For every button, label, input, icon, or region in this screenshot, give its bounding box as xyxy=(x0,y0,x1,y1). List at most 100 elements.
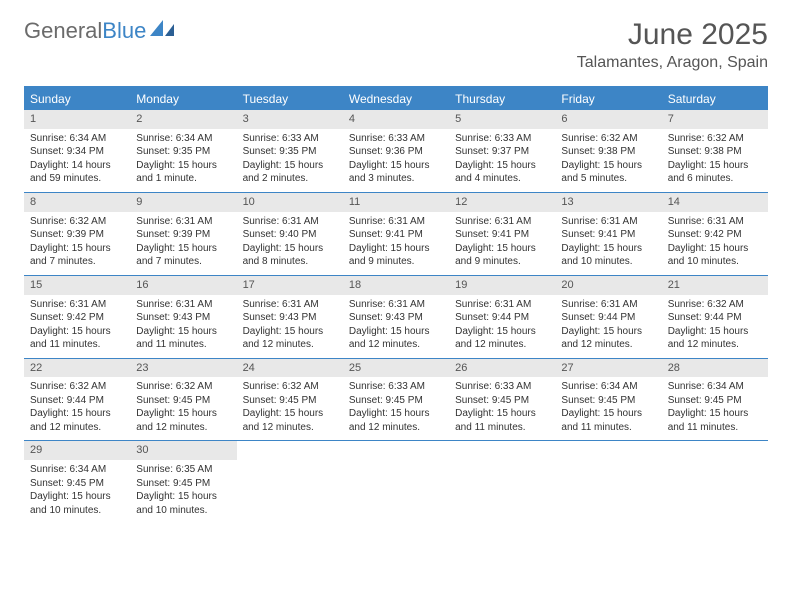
sunrise-text: Sunrise: 6:33 AM xyxy=(455,132,549,146)
day-cell: 8Sunrise: 6:32 AMSunset: 9:39 PMDaylight… xyxy=(24,193,130,275)
sunset-text: Sunset: 9:41 PM xyxy=(561,228,655,242)
day-number: 15 xyxy=(24,276,130,295)
day-cell xyxy=(662,441,768,523)
daylight-text: Daylight: 15 hours and 7 minutes. xyxy=(30,242,124,269)
day-number: 29 xyxy=(24,441,130,460)
sunrise-text: Sunrise: 6:31 AM xyxy=(136,215,230,229)
day-number: 22 xyxy=(24,359,130,378)
day-body: Sunrise: 6:31 AMSunset: 9:42 PMDaylight:… xyxy=(24,295,130,358)
daylight-text: Daylight: 15 hours and 2 minutes. xyxy=(243,159,337,186)
week-row: 29Sunrise: 6:34 AMSunset: 9:45 PMDayligh… xyxy=(24,441,768,523)
sunrise-text: Sunrise: 6:31 AM xyxy=(30,298,124,312)
day-number: 4 xyxy=(343,110,449,129)
sunset-text: Sunset: 9:35 PM xyxy=(136,145,230,159)
sunrise-text: Sunrise: 6:34 AM xyxy=(136,132,230,146)
day-number: 13 xyxy=(555,193,661,212)
sunset-text: Sunset: 9:45 PM xyxy=(136,394,230,408)
logo-text-2: Blue xyxy=(102,18,146,44)
day-header-sunday: Sunday xyxy=(24,88,130,110)
day-cell: 18Sunrise: 6:31 AMSunset: 9:43 PMDayligh… xyxy=(343,276,449,358)
day-body: Sunrise: 6:33 AMSunset: 9:35 PMDaylight:… xyxy=(237,129,343,192)
day-body: Sunrise: 6:34 AMSunset: 9:35 PMDaylight:… xyxy=(130,129,236,192)
day-body: Sunrise: 6:32 AMSunset: 9:38 PMDaylight:… xyxy=(662,129,768,192)
sunset-text: Sunset: 9:44 PM xyxy=(668,311,762,325)
calendar: Sunday Monday Tuesday Wednesday Thursday… xyxy=(24,86,768,523)
sunset-text: Sunset: 9:45 PM xyxy=(243,394,337,408)
daylight-text: Daylight: 15 hours and 11 minutes. xyxy=(668,407,762,434)
day-body: Sunrise: 6:32 AMSunset: 9:45 PMDaylight:… xyxy=(130,377,236,440)
day-body: Sunrise: 6:33 AMSunset: 9:37 PMDaylight:… xyxy=(449,129,555,192)
title-block: June 2025 Talamantes, Aragon, Spain xyxy=(577,18,768,72)
month-title: June 2025 xyxy=(577,18,768,52)
day-cell: 10Sunrise: 6:31 AMSunset: 9:40 PMDayligh… xyxy=(237,193,343,275)
day-cell: 24Sunrise: 6:32 AMSunset: 9:45 PMDayligh… xyxy=(237,359,343,441)
sunrise-text: Sunrise: 6:32 AM xyxy=(243,380,337,394)
daylight-text: Daylight: 15 hours and 9 minutes. xyxy=(455,242,549,269)
daylight-text: Daylight: 15 hours and 3 minutes. xyxy=(349,159,443,186)
header: GeneralBlue June 2025 Talamantes, Aragon… xyxy=(0,0,792,80)
sunset-text: Sunset: 9:44 PM xyxy=(561,311,655,325)
daylight-text: Daylight: 15 hours and 10 minutes. xyxy=(30,490,124,517)
day-number: 24 xyxy=(237,359,343,378)
day-number: 17 xyxy=(237,276,343,295)
day-cell: 9Sunrise: 6:31 AMSunset: 9:39 PMDaylight… xyxy=(130,193,236,275)
day-number: 23 xyxy=(130,359,236,378)
day-body: Sunrise: 6:31 AMSunset: 9:42 PMDaylight:… xyxy=(662,212,768,275)
sunrise-text: Sunrise: 6:33 AM xyxy=(349,132,443,146)
daylight-text: Daylight: 15 hours and 11 minutes. xyxy=(561,407,655,434)
day-body: Sunrise: 6:32 AMSunset: 9:45 PMDaylight:… xyxy=(237,377,343,440)
daylight-text: Daylight: 15 hours and 12 minutes. xyxy=(349,325,443,352)
sunset-text: Sunset: 9:42 PM xyxy=(30,311,124,325)
sunrise-text: Sunrise: 6:32 AM xyxy=(668,298,762,312)
day-number: 10 xyxy=(237,193,343,212)
day-cell: 14Sunrise: 6:31 AMSunset: 9:42 PMDayligh… xyxy=(662,193,768,275)
day-body: Sunrise: 6:31 AMSunset: 9:40 PMDaylight:… xyxy=(237,212,343,275)
sunrise-text: Sunrise: 6:33 AM xyxy=(349,380,443,394)
daylight-text: Daylight: 15 hours and 12 minutes. xyxy=(243,325,337,352)
daylight-text: Daylight: 15 hours and 10 minutes. xyxy=(561,242,655,269)
day-cell: 7Sunrise: 6:32 AMSunset: 9:38 PMDaylight… xyxy=(662,110,768,192)
daylight-text: Daylight: 15 hours and 12 minutes. xyxy=(455,325,549,352)
day-body: Sunrise: 6:34 AMSunset: 9:34 PMDaylight:… xyxy=(24,129,130,192)
day-number: 8 xyxy=(24,193,130,212)
sunrise-text: Sunrise: 6:31 AM xyxy=(349,298,443,312)
week-row: 1Sunrise: 6:34 AMSunset: 9:34 PMDaylight… xyxy=(24,110,768,193)
day-body: Sunrise: 6:31 AMSunset: 9:39 PMDaylight:… xyxy=(130,212,236,275)
day-body: Sunrise: 6:32 AMSunset: 9:44 PMDaylight:… xyxy=(24,377,130,440)
day-cell: 20Sunrise: 6:31 AMSunset: 9:44 PMDayligh… xyxy=(555,276,661,358)
sunset-text: Sunset: 9:45 PM xyxy=(561,394,655,408)
logo-text-1: General xyxy=(24,18,102,44)
day-cell: 26Sunrise: 6:33 AMSunset: 9:45 PMDayligh… xyxy=(449,359,555,441)
day-cell: 19Sunrise: 6:31 AMSunset: 9:44 PMDayligh… xyxy=(449,276,555,358)
day-cell: 28Sunrise: 6:34 AMSunset: 9:45 PMDayligh… xyxy=(662,359,768,441)
day-cell: 4Sunrise: 6:33 AMSunset: 9:36 PMDaylight… xyxy=(343,110,449,192)
day-body: Sunrise: 6:31 AMSunset: 9:43 PMDaylight:… xyxy=(237,295,343,358)
day-body: Sunrise: 6:34 AMSunset: 9:45 PMDaylight:… xyxy=(662,377,768,440)
sunset-text: Sunset: 9:39 PM xyxy=(30,228,124,242)
sunrise-text: Sunrise: 6:34 AM xyxy=(561,380,655,394)
sunrise-text: Sunrise: 6:34 AM xyxy=(30,463,124,477)
day-number: 28 xyxy=(662,359,768,378)
daylight-text: Daylight: 15 hours and 11 minutes. xyxy=(455,407,549,434)
day-header-saturday: Saturday xyxy=(662,88,768,110)
sunset-text: Sunset: 9:40 PM xyxy=(243,228,337,242)
sunrise-text: Sunrise: 6:31 AM xyxy=(243,298,337,312)
sunset-text: Sunset: 9:34 PM xyxy=(30,145,124,159)
day-number: 6 xyxy=(555,110,661,129)
sunrise-text: Sunrise: 6:31 AM xyxy=(455,298,549,312)
sunrise-text: Sunrise: 6:32 AM xyxy=(668,132,762,146)
day-body: Sunrise: 6:32 AMSunset: 9:44 PMDaylight:… xyxy=(662,295,768,358)
week-row: 15Sunrise: 6:31 AMSunset: 9:42 PMDayligh… xyxy=(24,276,768,359)
sunset-text: Sunset: 9:35 PM xyxy=(243,145,337,159)
sunrise-text: Sunrise: 6:31 AM xyxy=(349,215,443,229)
location: Talamantes, Aragon, Spain xyxy=(577,54,768,72)
sunrise-text: Sunrise: 6:33 AM xyxy=(243,132,337,146)
daylight-text: Daylight: 15 hours and 10 minutes. xyxy=(668,242,762,269)
day-cell: 15Sunrise: 6:31 AMSunset: 9:42 PMDayligh… xyxy=(24,276,130,358)
day-number: 1 xyxy=(24,110,130,129)
day-body: Sunrise: 6:31 AMSunset: 9:43 PMDaylight:… xyxy=(130,295,236,358)
day-number: 16 xyxy=(130,276,236,295)
day-number: 7 xyxy=(662,110,768,129)
sunset-text: Sunset: 9:39 PM xyxy=(136,228,230,242)
day-body: Sunrise: 6:31 AMSunset: 9:43 PMDaylight:… xyxy=(343,295,449,358)
